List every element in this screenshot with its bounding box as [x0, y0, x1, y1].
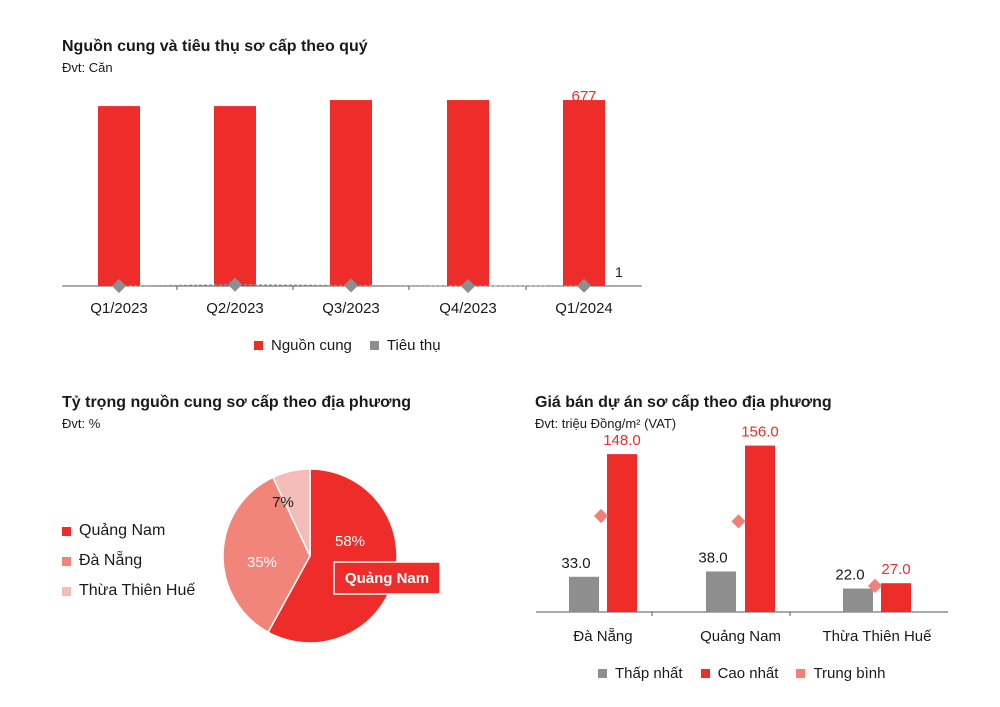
- chart3-legend: Thấp nhất Cao nhất Trung bình: [598, 665, 903, 682]
- legend-swatch-thua-thien-hue: [62, 586, 71, 596]
- legend-item-max: Cao nhất: [700, 665, 779, 682]
- min-data-label-thua-thien-hue: 22.0: [835, 567, 864, 584]
- chart2-legend: Quảng Nam Đà Nẵng Thừa Thiên Huế: [62, 516, 195, 606]
- pie-value-label-quang-nam: 58%: [335, 533, 365, 550]
- legend-swatch-da-nang: [62, 556, 71, 566]
- legend-label-consumption: Tiêu thụ: [386, 337, 441, 354]
- max-data-label-thua-thien-hue: 27.0: [881, 561, 910, 578]
- supply-bar-q3-2023: [330, 100, 372, 287]
- consumption-data-label: 1: [615, 264, 623, 280]
- legend-swatch-supply: [254, 341, 263, 350]
- pie-slice-thua-thien-hue: [271, 468, 311, 557]
- legend-label-max: Cao nhất: [717, 665, 779, 682]
- chart1-legend: Nguồn cung Tiêu thụ: [254, 337, 459, 354]
- consumption-marker-q4-2023: [460, 278, 476, 294]
- consumption-marker-q3-2023: [343, 278, 359, 293]
- avg-marker-quang-nam: [731, 514, 746, 529]
- legend-label-da-nang: Đà Nẵng: [79, 552, 143, 569]
- max-bar-thua-thien-hue: [881, 583, 911, 612]
- legend-label-min: Thấp nhất: [615, 665, 683, 682]
- chart1-tick-label: Q2/2023: [206, 300, 264, 317]
- pie-callout-box: [333, 561, 441, 595]
- pie-callout-label: Quảng Nam: [345, 570, 429, 587]
- legend-swatch-quang-nam: [62, 526, 71, 536]
- legend-swatch-avg: [796, 669, 806, 678]
- consumption-marker-q1-2023: [111, 278, 127, 294]
- supply-bar-q1-2024: [563, 100, 605, 287]
- legend-item-avg: Trung bình: [796, 665, 885, 682]
- legend-label-supply: Nguồn cung: [271, 337, 352, 354]
- supply-bar-q2-2023: [214, 106, 256, 287]
- max-bar-da-nang: [607, 454, 637, 612]
- pie-slice-da-nang: [222, 476, 311, 634]
- chart1-tick-label: Q3/2023: [322, 300, 380, 317]
- pie-value-label-thua-thien-hue: 7%: [272, 494, 294, 511]
- min-bar-quang-nam: [706, 571, 736, 612]
- max-data-label-quang-nam: 156.0: [741, 424, 779, 441]
- chart2-unit: Đvt: %: [62, 416, 101, 431]
- chart3-unit: Đvt: triệu Đồng/m² (VAT): [535, 416, 677, 431]
- min-bar-thua-thien-hue: [843, 588, 873, 612]
- chart3-title: Giá bán dự án sơ cấp theo địa phương: [535, 394, 832, 411]
- pie-value-label-da-nang: 35%: [247, 554, 277, 571]
- avg-marker-da-nang: [593, 508, 609, 524]
- chart3-tick-label: Thừa Thiên Huế: [823, 628, 933, 645]
- max-bar-quang-nam: [745, 445, 775, 612]
- legend-label-thua-thien-hue: Thừa Thiên Huế: [79, 582, 196, 599]
- legend-swatch-max: [700, 669, 710, 678]
- legend-swatch-min: [598, 669, 607, 678]
- avg-marker-thua-thien-hue: [867, 578, 883, 593]
- chart3-tick-label: Đà Nẵng: [573, 628, 632, 645]
- supply-bar-q1-2023: [98, 106, 140, 287]
- chart1-tick-label: Q1/2023: [90, 300, 148, 317]
- chart1-unit: Đvt: Căn: [62, 60, 113, 75]
- chart1-tick-label: Q4/2023: [439, 300, 497, 317]
- legend-label-quang-nam: Quảng Nam: [79, 522, 166, 539]
- max-data-label-da-nang: 148.0: [603, 432, 641, 449]
- min-bar-da-nang: [569, 576, 599, 612]
- consumption-marker-q1-2024: [576, 278, 592, 293]
- legend-label-avg: Trung bình: [813, 665, 886, 682]
- min-data-label-da-nang: 33.0: [561, 555, 590, 572]
- legend-item-min: Thấp nhất: [598, 665, 683, 682]
- legend-item-da-nang: Đà Nẵng: [62, 546, 195, 576]
- legend-swatch-consumption: [369, 341, 379, 350]
- chart1-tick-label: Q1/2024: [555, 300, 613, 317]
- legend-item-thua-thien-hue: Thừa Thiên Huế: [62, 576, 195, 606]
- min-data-label-quang-nam: 38.0: [698, 549, 727, 566]
- consumption-marker-q2-2023: [227, 277, 243, 292]
- chart1-title: Nguồn cung và tiêu thụ sơ cấp theo quý: [62, 38, 368, 55]
- legend-item-supply: Nguồn cung: [254, 337, 352, 354]
- supply-bar-q4-2023: [447, 100, 489, 287]
- legend-item-quang-nam: Quảng Nam: [62, 516, 195, 546]
- supply-data-label: 677: [571, 88, 596, 105]
- chart3-tick-label: Quảng Nam: [700, 628, 781, 645]
- legend-item-consumption: Tiêu thụ: [369, 337, 441, 354]
- chart2-title: Tỷ trọng nguồn cung sơ cấp theo địa phươ…: [62, 394, 411, 411]
